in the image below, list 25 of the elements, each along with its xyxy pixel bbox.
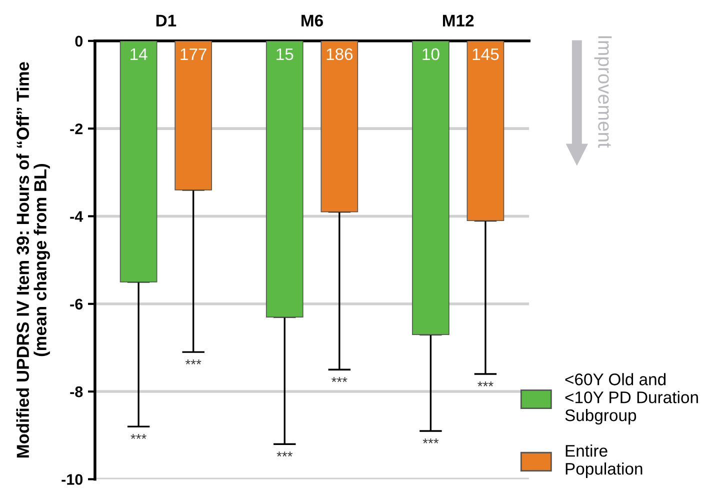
y-tick-label: -2 [70, 123, 83, 134]
annotation: *** [276, 452, 293, 456]
y-tick-label: 0 [75, 36, 83, 47]
annotation: 186 [326, 48, 353, 60]
y-tick-label: -6 [70, 298, 83, 310]
annotation: *** [422, 438, 439, 444]
annotation: 15 [276, 48, 294, 60]
annotation: *** [332, 377, 348, 382]
legend-label: Entire Population [566, 444, 642, 478]
annotation: 145 [472, 48, 499, 60]
x-tick-label: M12 [442, 14, 474, 26]
annotation: 14 [130, 48, 148, 60]
x-tick-label: M6 [302, 14, 323, 27]
x-tick-label: D1 [156, 14, 176, 26]
annotation: *** [478, 381, 494, 386]
y-axis-title: Modified UPDRS IV Item 39: Hours of “Off” Time (mean change from BL) [16, 62, 50, 458]
annotation: *** [185, 360, 202, 364]
annotation: 177 [180, 48, 206, 60]
annotation: 10 [422, 48, 440, 60]
legend-label: <60Y Old and <10Y PD Duration Subgroup [565, 373, 698, 425]
y-tick-label: -8 [70, 386, 83, 398]
y-tick-label: -4 [70, 211, 84, 222]
text: Improvement [594, 36, 612, 148]
annotation: *** [130, 434, 146, 439]
y-tick-label: -10 [62, 474, 83, 485]
